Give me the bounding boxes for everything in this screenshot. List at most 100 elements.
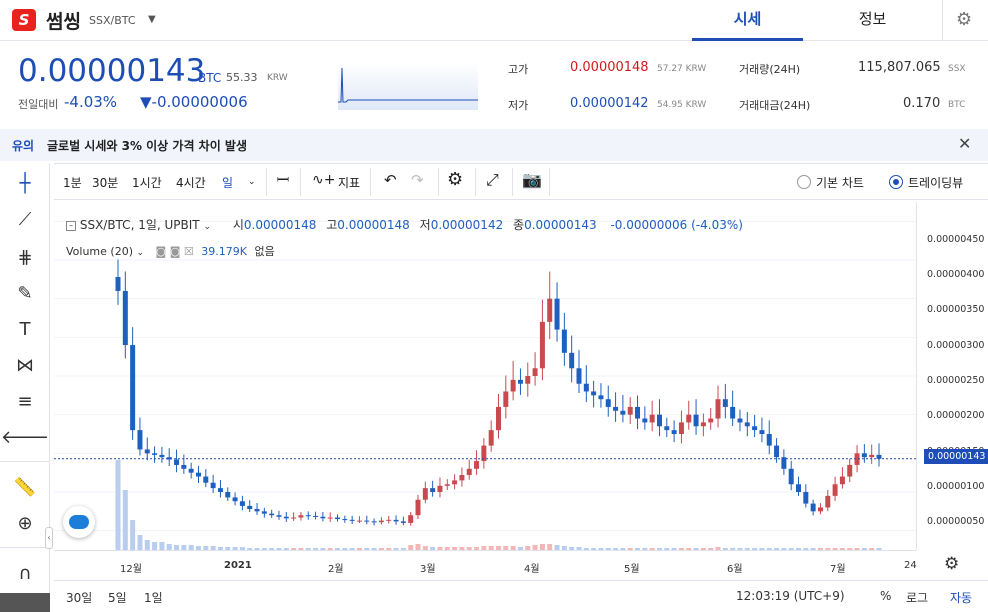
low-label: 저가 bbox=[508, 99, 529, 112]
volume-legend: Volume (20) ⌄ ◙ ◙ ☒ 39.179K 없음 bbox=[66, 243, 275, 259]
volume-bar bbox=[254, 548, 260, 550]
axis-settings-icon[interactable]: ⚙ bbox=[944, 554, 960, 574]
auto-toggle[interactable]: 자동 bbox=[950, 591, 973, 605]
tab-price[interactable]: 시세 bbox=[692, 0, 803, 41]
candle-type-icon[interactable]: 𝄩 bbox=[277, 171, 290, 189]
volume-bar bbox=[386, 548, 392, 550]
text-icon[interactable]: T bbox=[19, 319, 31, 340]
volume-bar bbox=[635, 548, 641, 550]
collapse-icon[interactable]: – bbox=[66, 221, 76, 231]
candlestick-chart[interactable] bbox=[54, 202, 916, 550]
price-tick: 0.00000400 bbox=[927, 269, 985, 280]
coin-logo: S bbox=[12, 9, 36, 31]
range-30d[interactable]: 30일 bbox=[66, 591, 93, 605]
volume-bar bbox=[678, 548, 684, 550]
pitchfork-icon[interactable]: ⋕ bbox=[17, 247, 33, 268]
radio-basic-label[interactable]: 기본 차트 bbox=[816, 176, 864, 190]
interval-4h[interactable]: 4시간 bbox=[176, 176, 206, 190]
indicators-button[interactable]: 지표 bbox=[338, 176, 361, 190]
volume-bar bbox=[444, 547, 450, 550]
interval-1m[interactable]: 1분 bbox=[63, 176, 82, 190]
pattern-icon[interactable]: ⋈ bbox=[16, 355, 34, 376]
percent-toggle[interactable]: % bbox=[880, 589, 892, 603]
measure-icon[interactable]: ≡ bbox=[17, 391, 33, 412]
volume-bar bbox=[152, 542, 158, 550]
volume-bar bbox=[408, 545, 414, 550]
magnet-icon[interactable]: ∩ bbox=[18, 563, 32, 584]
chevron-down-icon[interactable]: ⌄ bbox=[203, 222, 211, 232]
volume-bar bbox=[737, 548, 743, 550]
settings-icon[interactable]: ⚙ bbox=[447, 169, 464, 190]
interval-30m[interactable]: 30분 bbox=[92, 176, 119, 190]
tab-info[interactable]: 정보 bbox=[858, 10, 887, 28]
candle-body bbox=[525, 376, 531, 384]
volume-bar bbox=[796, 548, 802, 550]
chevron-down-icon[interactable]: ⌄ bbox=[136, 248, 145, 258]
volume-bar bbox=[261, 548, 267, 550]
chevron-down-icon[interactable]: ▼ bbox=[148, 14, 156, 25]
camera-icon[interactable]: 📷 bbox=[522, 170, 542, 189]
indicators-icon[interactable]: ∿+ bbox=[312, 172, 336, 188]
change-label: 전일대비 bbox=[18, 98, 59, 111]
candle-body bbox=[847, 464, 853, 477]
zoom-in-icon[interactable]: ⊕ bbox=[17, 513, 33, 534]
undo-icon[interactable]: ↶ bbox=[384, 171, 397, 189]
legend-symbol[interactable]: SSX/BTC, 1일, UPBIT bbox=[79, 218, 200, 232]
volume-bar bbox=[774, 548, 780, 550]
log-toggle[interactable]: 로그 bbox=[906, 591, 929, 605]
price-axis[interactable]: 0.00000450 0.00000400 0.00000350 0.00000… bbox=[916, 202, 988, 550]
candle-body bbox=[547, 298, 553, 322]
range-5d[interactable]: 5일 bbox=[108, 591, 127, 605]
redo-icon[interactable]: ↷ bbox=[411, 171, 424, 189]
close-icon[interactable]: ✕ bbox=[958, 134, 972, 153]
eye-icon[interactable]: ◙ bbox=[155, 245, 167, 258]
legend-low: 0.00000142 bbox=[430, 218, 504, 232]
volume-bar bbox=[217, 547, 223, 550]
radio-basic-chart[interactable] bbox=[797, 175, 811, 189]
candle-body bbox=[708, 418, 714, 423]
fullscreen-icon[interactable]: ⤢ bbox=[486, 170, 499, 189]
ruler-icon[interactable]: 📏 bbox=[13, 477, 37, 498]
gear-icon[interactable]: ◙ bbox=[169, 245, 181, 258]
volume-value: 39.179K bbox=[201, 245, 247, 258]
brush-icon[interactable]: ✎ bbox=[17, 283, 33, 304]
interval-1h[interactable]: 1시간 bbox=[132, 176, 162, 190]
close-icon[interactable]: ☒ bbox=[183, 245, 194, 258]
low-krw: 54.95 KRW bbox=[657, 100, 707, 110]
interval-1d[interactable]: 일 bbox=[222, 176, 234, 190]
volume-bar bbox=[356, 548, 362, 550]
trend-line-icon[interactable]: ⟋ bbox=[18, 209, 32, 230]
chevron-down-icon[interactable]: ⌄ bbox=[248, 177, 256, 187]
radio-tradingview-label[interactable]: 트레이딩뷰 bbox=[908, 176, 964, 190]
candle-body bbox=[371, 521, 377, 523]
radio-tradingview[interactable] bbox=[889, 175, 903, 189]
time-axis[interactable]: 12월 2021 2월 3월 4월 5월 6월 7월 24 bbox=[54, 550, 917, 580]
price-panel: 0.00000143 BTC 55.33 KRW 전일대비 -4.03% ▼-0… bbox=[0, 41, 988, 129]
collapse-toolbar-button[interactable]: ‹ bbox=[45, 527, 53, 549]
volume-bar bbox=[466, 547, 472, 550]
candle-body bbox=[488, 430, 494, 446]
tradingview-logo[interactable] bbox=[63, 506, 95, 538]
time-tick: 5월 bbox=[624, 564, 640, 575]
coin-name[interactable]: 썸씽 bbox=[46, 11, 81, 33]
volume-bar bbox=[195, 546, 201, 550]
gear-icon[interactable]: ⚙ bbox=[956, 9, 973, 30]
volume-bar bbox=[664, 548, 670, 550]
price-unit: BTC bbox=[198, 71, 222, 85]
volume-bar bbox=[510, 546, 516, 550]
arrow-left-icon[interactable]: 🡐 bbox=[0, 427, 50, 448]
candle-body bbox=[613, 406, 619, 411]
volume-bar bbox=[239, 547, 245, 550]
hide-drawings-icon[interactable] bbox=[0, 593, 50, 612]
volume-bar bbox=[225, 547, 231, 550]
volume-label[interactable]: Volume (20) bbox=[66, 245, 133, 258]
crosshair-icon[interactable]: ┼ bbox=[19, 173, 31, 194]
clock[interactable]: 12:03:19 (UTC+9) bbox=[736, 589, 845, 603]
range-1d[interactable]: 1일 bbox=[144, 591, 163, 605]
coin-pair[interactable]: SSX/BTC bbox=[89, 14, 136, 27]
candle-body bbox=[181, 464, 187, 469]
amount-unit: BTC bbox=[948, 100, 966, 110]
legend-close-label: 종 bbox=[513, 218, 525, 232]
candle-body bbox=[839, 476, 845, 485]
volume-bar bbox=[320, 548, 326, 550]
